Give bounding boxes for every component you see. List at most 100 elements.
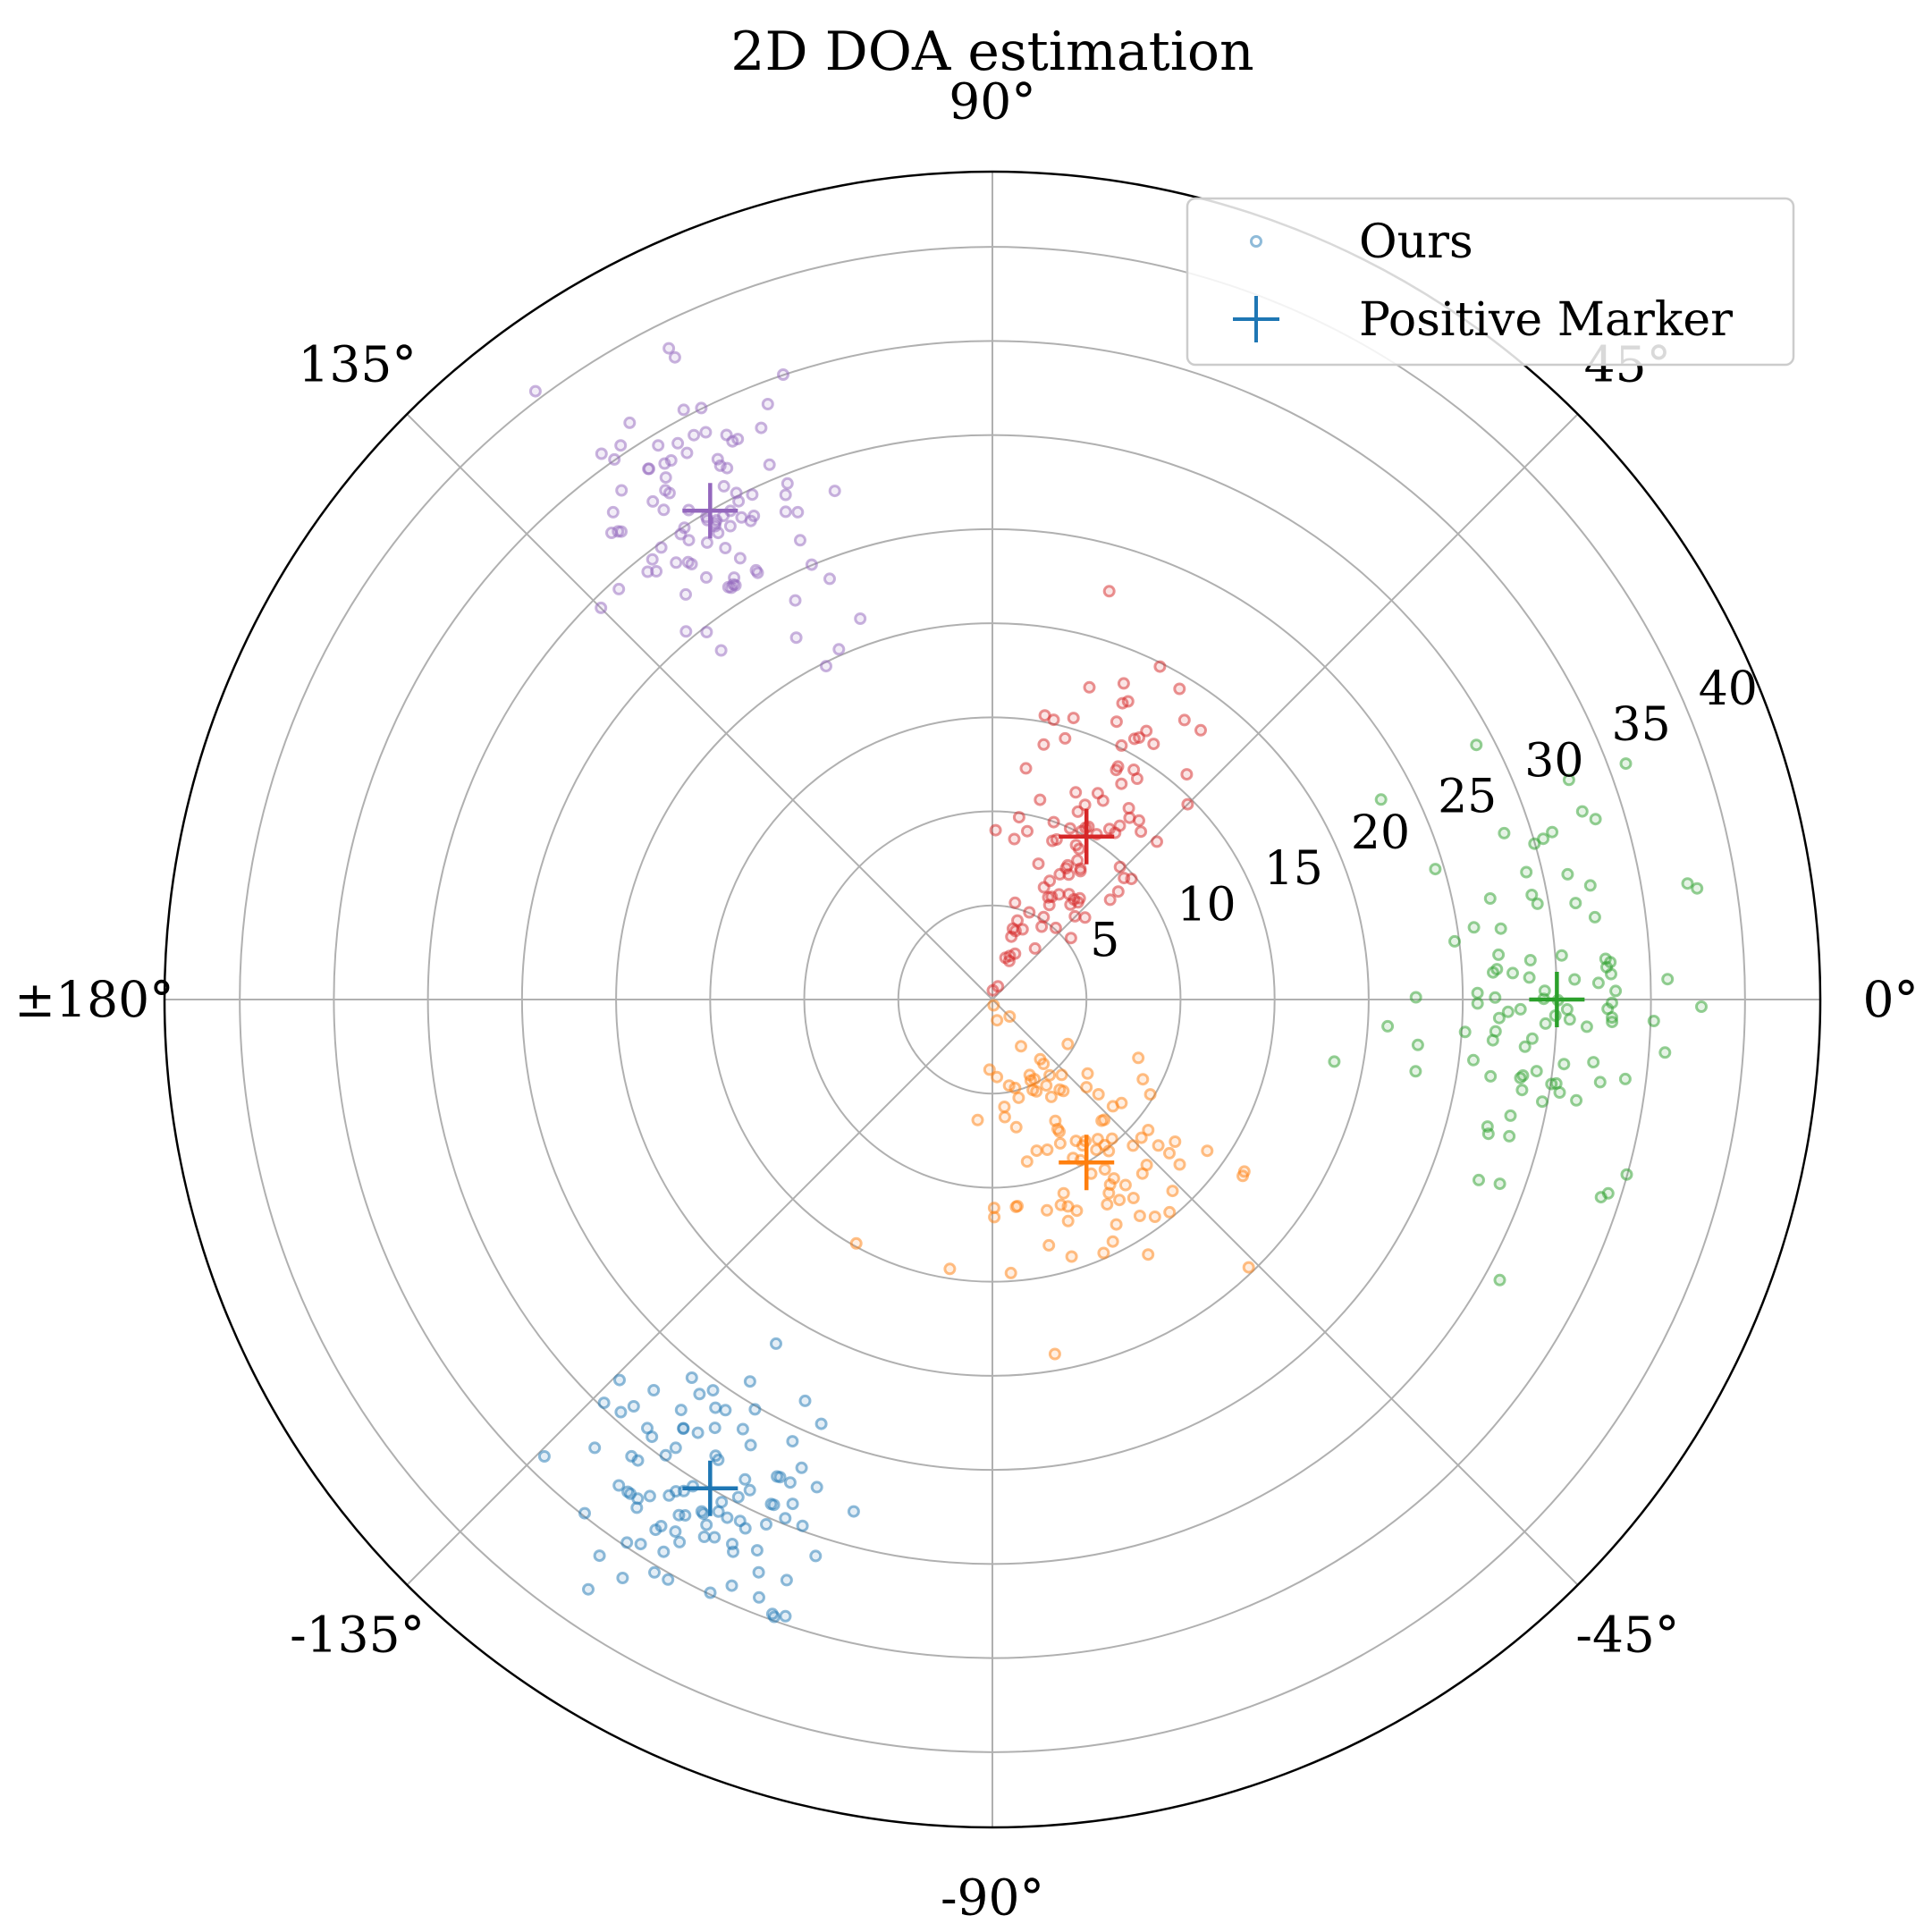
cluster-3-point bbox=[1589, 813, 1602, 826]
cluster-4-point bbox=[1083, 680, 1096, 694]
cluster-5-point bbox=[777, 368, 789, 381]
cluster-1-point bbox=[634, 1538, 647, 1551]
cluster-4-point bbox=[1028, 941, 1042, 955]
cluster-4-point bbox=[1123, 811, 1136, 824]
cluster-2-point bbox=[1169, 1135, 1182, 1148]
cluster-5-point bbox=[725, 581, 738, 595]
cluster-2-point bbox=[971, 1113, 984, 1126]
cluster-5-point bbox=[732, 494, 746, 508]
cluster-3-point bbox=[1498, 826, 1511, 839]
chart-title: 2D DOA estimation bbox=[730, 21, 1253, 83]
cluster-3-point bbox=[1568, 973, 1582, 986]
cluster-3-point bbox=[1493, 1177, 1506, 1191]
cluster-3-point bbox=[1691, 882, 1704, 895]
cluster-3-point bbox=[1647, 1015, 1660, 1027]
cluster-3-point bbox=[1588, 910, 1601, 924]
cluster-3-point bbox=[1471, 986, 1484, 1000]
cluster-1-point bbox=[719, 1404, 732, 1417]
cluster-4-point bbox=[1032, 857, 1045, 871]
cluster-2-point bbox=[1055, 1068, 1068, 1082]
cluster-5-point bbox=[662, 342, 676, 355]
cluster-2-point bbox=[1136, 1073, 1150, 1086]
cluster-2-point bbox=[1030, 1084, 1043, 1098]
legend-marker-positive bbox=[1233, 296, 1279, 342]
cluster-1-point bbox=[631, 1492, 645, 1506]
cluster-1-point bbox=[779, 1512, 792, 1525]
cluster-3-point bbox=[1518, 1040, 1532, 1053]
cluster-2-point bbox=[1135, 1167, 1149, 1180]
cluster-3-point bbox=[1560, 1003, 1574, 1016]
cluster-3-point bbox=[1525, 1032, 1539, 1045]
cluster-3-point bbox=[1695, 1000, 1708, 1013]
cluster-5-positive-marker bbox=[682, 483, 738, 539]
cluster-2-point bbox=[1113, 1194, 1127, 1207]
cluster-2-point bbox=[1049, 1114, 1062, 1127]
cluster-1-point bbox=[744, 1438, 757, 1452]
cluster-5-point bbox=[662, 486, 676, 500]
cluster-5-point bbox=[805, 558, 818, 571]
cluster-1-point bbox=[809, 1549, 823, 1563]
cluster-5-point bbox=[735, 510, 748, 524]
cluster-1-point bbox=[767, 1498, 781, 1512]
cluster-3-point bbox=[1429, 863, 1442, 876]
cluster-2-point bbox=[1041, 1143, 1054, 1156]
cluster-3-positive-marker bbox=[1529, 972, 1585, 1027]
cluster-1-point bbox=[657, 1545, 671, 1558]
cluster-4-point bbox=[1069, 839, 1083, 852]
cluster-1-point bbox=[679, 1509, 692, 1522]
cluster-1-point bbox=[582, 1582, 595, 1596]
grid-spoke-135 bbox=[406, 413, 993, 1000]
cluster-5-point bbox=[623, 416, 637, 429]
cluster-2-point bbox=[1070, 1204, 1084, 1218]
cluster-2-positive-marker bbox=[1059, 1135, 1115, 1191]
cluster-3-point bbox=[1531, 897, 1544, 910]
cluster-5-point bbox=[699, 426, 713, 439]
cluster-1-point bbox=[537, 1450, 551, 1463]
cluster-4-point bbox=[1062, 888, 1076, 901]
cluster-3-point bbox=[1470, 738, 1483, 752]
cluster-1-point bbox=[748, 1403, 762, 1416]
cluster-3-point bbox=[1555, 949, 1568, 962]
cluster-3-point bbox=[1536, 1095, 1548, 1109]
cluster-1-point bbox=[697, 1531, 711, 1543]
grid-spoke-neg135 bbox=[406, 999, 993, 1586]
legend-label-ours: Ours bbox=[1359, 215, 1473, 269]
positive-markers bbox=[682, 483, 1585, 1516]
cluster-4-point bbox=[1102, 585, 1116, 598]
angle-tick-label: 0° bbox=[1862, 971, 1919, 1028]
cluster-1-point bbox=[593, 1549, 606, 1563]
cluster-2-point bbox=[1080, 1081, 1093, 1094]
cluster-1-point bbox=[613, 1373, 626, 1387]
cluster-1-point bbox=[612, 1479, 626, 1492]
cluster-3-point bbox=[1562, 773, 1575, 787]
cluster-3-point bbox=[1484, 1069, 1498, 1083]
cluster-4-point bbox=[1008, 832, 1021, 846]
cluster-3-point bbox=[1506, 966, 1519, 980]
cluster-5-point bbox=[646, 553, 659, 566]
cluster-2-point bbox=[1132, 1051, 1145, 1065]
cluster-1-point bbox=[725, 1579, 738, 1592]
cluster-5-point bbox=[679, 587, 692, 601]
cluster-5-point bbox=[746, 488, 759, 502]
cluster-5-point bbox=[763, 458, 776, 471]
cluster-5-point bbox=[679, 625, 693, 638]
cluster-2-point bbox=[1098, 1163, 1111, 1177]
cluster-2-point bbox=[1057, 1084, 1070, 1098]
cluster-1-point bbox=[662, 1573, 675, 1586]
cluster-3-point bbox=[1620, 1168, 1633, 1181]
cluster-4-point bbox=[1012, 811, 1025, 824]
cluster-5-point bbox=[671, 436, 685, 450]
cluster-3-point bbox=[1467, 921, 1481, 934]
radial-tick-label: 5 bbox=[1090, 915, 1119, 968]
cluster-3-point bbox=[1328, 1055, 1341, 1068]
cluster-2-point bbox=[988, 1211, 1001, 1224]
cluster-3-point bbox=[1601, 1186, 1615, 1200]
cluster-5-point bbox=[733, 552, 747, 565]
cluster-4-point bbox=[1091, 787, 1104, 800]
radial-tick-label: 40 bbox=[1699, 662, 1758, 716]
cluster-5-point bbox=[832, 643, 846, 656]
cluster-1-point bbox=[786, 1498, 799, 1511]
cluster-5-point bbox=[828, 485, 841, 498]
cluster-2-point bbox=[1057, 1186, 1070, 1200]
